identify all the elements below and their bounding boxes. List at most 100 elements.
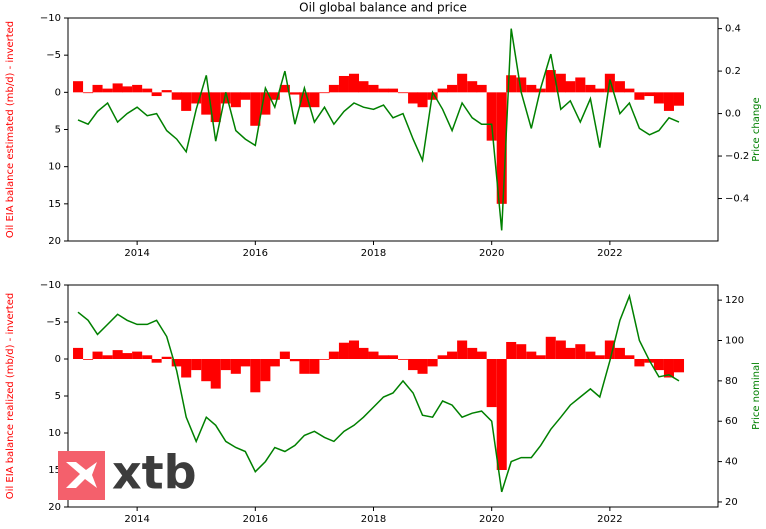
x-tick-label: 2022 — [597, 514, 622, 525]
bar — [585, 351, 596, 359]
y-tick-label: 20 — [48, 236, 61, 247]
bar — [663, 359, 674, 378]
bar — [358, 81, 369, 93]
bar — [161, 356, 172, 359]
bar — [467, 347, 478, 359]
bar — [260, 92, 271, 115]
bar — [378, 355, 389, 359]
bar — [417, 92, 428, 108]
bar — [181, 92, 192, 111]
x-tick-label: 2018 — [361, 514, 386, 525]
y2-tick-label: −0.2 — [725, 151, 749, 162]
y-tick-label: 5 — [55, 125, 61, 136]
bar — [604, 340, 615, 359]
line — [77, 293, 680, 493]
bar — [506, 341, 517, 359]
bar — [309, 359, 320, 374]
bar — [387, 88, 399, 93]
y2-tick-label: 0.4 — [725, 24, 741, 35]
y-tick-label: 10 — [48, 162, 61, 173]
bar — [516, 344, 527, 359]
bar — [496, 92, 507, 204]
x-tick-label: 2020 — [479, 248, 504, 259]
bar — [112, 350, 123, 359]
bar — [269, 359, 280, 367]
bar — [624, 355, 635, 359]
bar — [142, 88, 153, 93]
bar — [240, 92, 251, 100]
y-tick-label: 15 — [48, 199, 61, 210]
bar — [486, 92, 497, 141]
chart-title: Oil global balance and price — [299, 1, 467, 15]
bar — [210, 359, 221, 389]
bar — [132, 351, 143, 359]
bar — [427, 359, 438, 367]
bar — [338, 342, 349, 359]
bar — [269, 92, 280, 100]
bar — [575, 344, 586, 359]
bar — [565, 347, 576, 359]
bar — [151, 359, 162, 363]
bar — [634, 92, 645, 100]
bar — [653, 359, 664, 371]
bar — [220, 359, 231, 371]
bar — [102, 355, 113, 359]
bar — [467, 81, 478, 93]
y-tick-label: 15 — [48, 465, 61, 476]
bar — [338, 75, 349, 93]
bar — [398, 92, 409, 94]
x-tick-label: 2014 — [124, 248, 149, 259]
bar — [653, 92, 664, 104]
bar — [437, 88, 448, 93]
bar — [102, 88, 113, 93]
bar — [663, 92, 674, 111]
bar — [171, 359, 182, 367]
y2-tick-label: −0.4 — [725, 194, 749, 205]
bar — [299, 359, 310, 374]
y2-tick-label: 0.0 — [725, 109, 741, 120]
bar — [526, 84, 537, 93]
bar — [250, 92, 261, 126]
bar — [83, 92, 94, 94]
bar — [348, 340, 360, 359]
x-tick-label: 2018 — [361, 248, 386, 259]
bar — [614, 81, 625, 93]
bar — [92, 84, 103, 93]
bar — [289, 92, 300, 95]
bar — [447, 84, 458, 93]
bar — [92, 351, 103, 359]
bar — [309, 92, 320, 108]
bar — [73, 347, 84, 359]
bar — [220, 92, 231, 104]
bar — [240, 359, 251, 367]
bar — [387, 355, 399, 359]
y-axis-label: Oil EIA balance estimated (mb/d) - inver… — [5, 21, 16, 238]
bar — [398, 359, 409, 360]
bar — [506, 75, 517, 93]
bar — [112, 83, 123, 93]
y2-tick-label: 80 — [725, 376, 738, 387]
y2-tick-label: 20 — [725, 497, 738, 508]
bar — [585, 84, 596, 93]
y-axis-label: Oil EIA balance realized (mb/d) - invert… — [5, 293, 16, 499]
bar — [486, 359, 497, 408]
bar — [476, 84, 487, 93]
y2-tick-label: 100 — [725, 336, 744, 347]
bar — [348, 73, 360, 93]
bar — [614, 347, 625, 359]
y2-axis-label: Price nominal — [751, 362, 762, 430]
bar — [230, 359, 241, 374]
bar — [457, 73, 468, 93]
bar — [191, 359, 202, 371]
bar — [526, 351, 537, 359]
bar — [535, 355, 546, 359]
bar — [210, 92, 221, 123]
bar — [122, 353, 133, 359]
bar — [142, 355, 153, 359]
bar — [555, 73, 566, 93]
bar — [457, 340, 468, 359]
y-tick-label: −5 — [46, 317, 61, 328]
bar — [437, 355, 448, 359]
bar — [644, 92, 655, 97]
bar — [319, 92, 330, 94]
